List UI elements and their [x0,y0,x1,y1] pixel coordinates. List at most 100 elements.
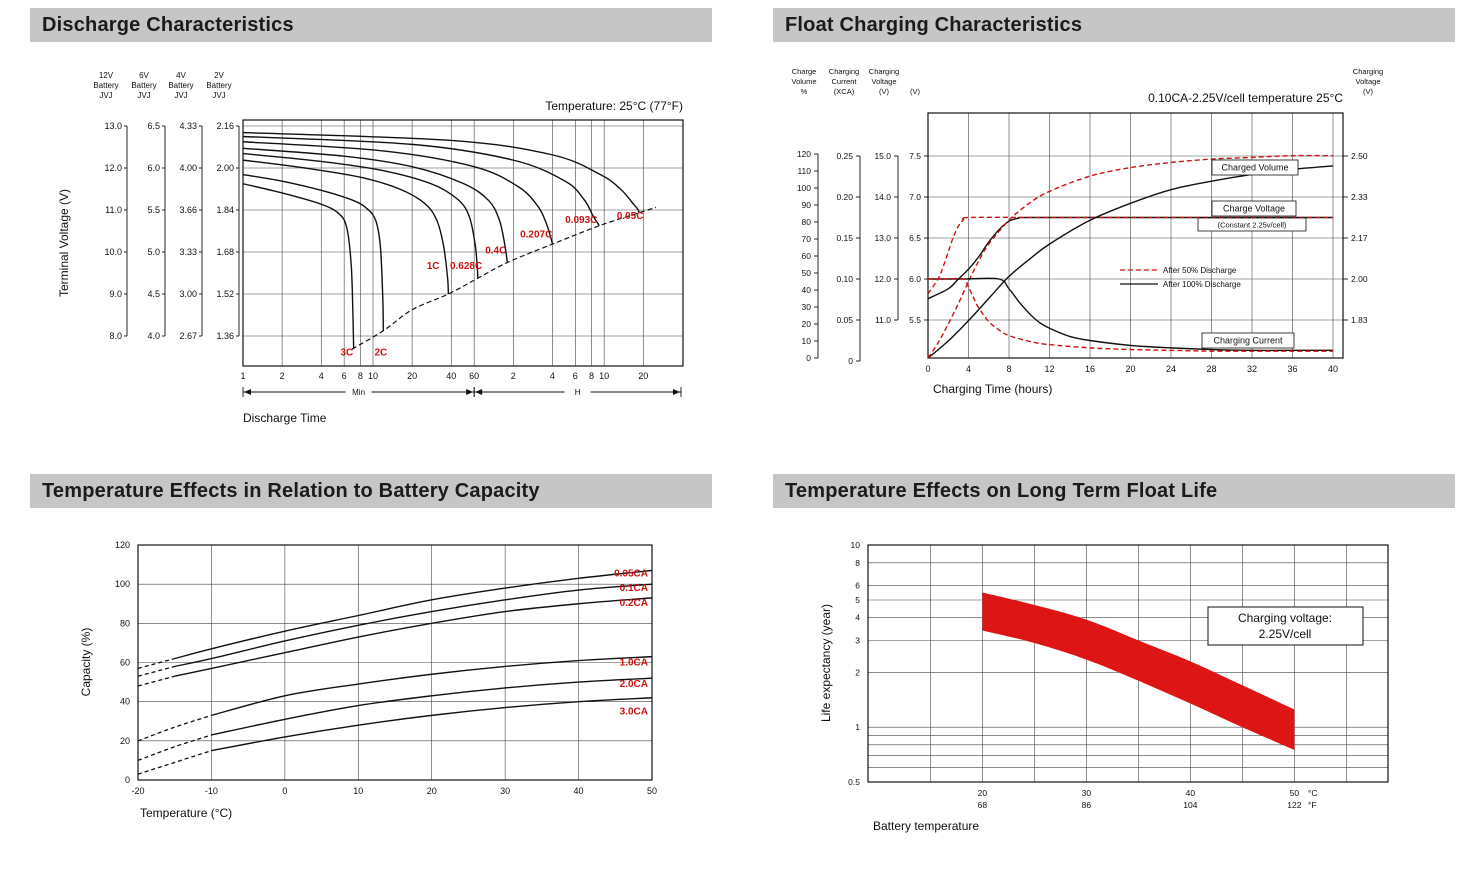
svg-text:4.0: 4.0 [147,331,160,341]
svg-text:1: 1 [240,371,245,381]
svg-text:1: 1 [855,722,860,732]
svg-text:1.84: 1.84 [216,205,234,215]
svg-text:0.20: 0.20 [836,192,853,202]
svg-text:3.33: 3.33 [179,247,197,257]
svg-text:7.5: 7.5 [909,151,921,161]
svg-text:Charging: Charging [1353,67,1383,76]
svg-text:12V: 12V [99,71,114,80]
svg-text:3C: 3C [341,348,354,359]
svg-text:24: 24 [1166,364,1176,374]
svg-text:2.00: 2.00 [1351,274,1368,284]
plot-grid [137,544,653,781]
svg-text:Battery: Battery [206,81,231,90]
svg-text:2V: 2V [214,71,224,80]
svg-text:0.628C: 0.628C [450,261,482,272]
svg-text:1.52: 1.52 [216,289,234,299]
axes-labels: 1 2 4 6 8 10 20 40 60 2 4 6 8 10 2012VBatteryJVJ13.012… [57,71,683,425]
svg-text:8: 8 [589,371,594,381]
svg-text:10.0: 10.0 [104,247,122,257]
svg-text:Battery temperature: Battery temperature [873,819,979,833]
svg-text:Charging Time (hours): Charging Time (hours) [933,382,1052,396]
svg-text:10: 10 [802,336,812,346]
svg-text:30: 30 [802,302,812,312]
svg-text:2.33: 2.33 [1351,192,1368,202]
svg-text:8: 8 [855,558,860,568]
svg-text:5: 5 [855,595,860,605]
svg-text:10: 10 [368,371,378,381]
svg-text:Terminal Voltage (V): Terminal Voltage (V) [57,189,71,297]
svg-text:14.0: 14.0 [874,192,891,202]
section-title-float-life: Temperature Effects on Long Term Float L… [773,474,1455,508]
svg-text:3.0CA: 3.0CA [620,706,648,717]
svg-text:Voltage: Voltage [871,77,896,86]
svg-text:4: 4 [319,371,324,381]
svg-text:Charge: Charge [792,67,817,76]
temp-capacity-chart: -20 -10 0 10 20 30 40 50 0 20 40 60 80 100 120 Capacity… [79,540,657,820]
svg-text:Charging: Charging [829,67,859,76]
svg-text:0.1CA: 0.1CA [620,583,648,594]
svg-text:Charging Current: Charging Current [1213,336,1283,346]
svg-text:8: 8 [1006,364,1011,374]
svg-text:4: 4 [966,364,971,374]
svg-text:Temperature: 25°C (77°F): Temperature: 25°C (77°F) [545,99,683,113]
svg-text:20: 20 [638,371,648,381]
svg-text:Battery: Battery [131,81,156,90]
svg-text:60: 60 [120,658,130,668]
svg-text:-20: -20 [131,786,144,796]
svg-text:10: 10 [599,371,609,381]
svg-text:-10: -10 [205,786,218,796]
axes-labels: -20 -10 0 10 20 30 40 50 0 20 40 60 80 100 120 Capacity… [79,540,657,820]
svg-text:6: 6 [342,371,347,381]
axes-labels: 0 4 8 12 16 20 24 28 32 36 40 Charging Time (hours)… [791,67,1383,396]
svg-text:13.0: 13.0 [874,233,891,243]
discharge-curves [242,131,657,350]
svg-text:0.15: 0.15 [836,233,853,243]
annotation-box: Charging voltage: 2.25V/cell [1207,606,1364,646]
svg-text:104: 104 [1183,800,1197,810]
svg-text:4.33: 4.33 [179,121,197,131]
svg-text:Charged Volume: Charged Volume [1221,163,1288,173]
svg-text:0: 0 [848,356,853,366]
svg-text:0: 0 [125,775,130,785]
life-band [982,592,1295,750]
svg-text:1C: 1C [427,261,440,272]
svg-text:68: 68 [978,800,988,810]
svg-text:90: 90 [802,200,812,210]
svg-text:°F: °F [1308,800,1317,810]
float-charging-chart: 0 4 8 12 16 20 24 28 32 36 40 Charging Time (hours)… [791,67,1383,396]
svg-text:4: 4 [550,371,555,381]
svg-text:50: 50 [1290,788,1300,798]
svg-text:Charging voltage:: Charging voltage: [1238,611,1332,625]
svg-text:After 50% Discharge: After 50% Discharge [1163,266,1237,275]
svg-text:0.093C: 0.093C [565,215,597,226]
svg-text:5.5: 5.5 [909,315,921,325]
svg-text:Life expectancy (year): Life expectancy (year) [819,604,833,722]
section-title-float-charging: Float Charging Characteristics [773,8,1455,42]
svg-text:0.2CA: 0.2CA [620,598,648,609]
svg-text:°C: °C [1308,788,1318,798]
svg-text:6V: 6V [139,71,149,80]
svg-text:0: 0 [806,353,811,363]
svg-text:2: 2 [280,371,285,381]
time-unit-arrows: Min H [242,386,682,398]
svg-text:20: 20 [802,319,812,329]
svg-text:7.0: 7.0 [909,192,921,202]
svg-text:2: 2 [511,371,516,381]
svg-text:16: 16 [1085,364,1095,374]
svg-text:0.05CA: 0.05CA [614,568,648,579]
svg-text:10: 10 [353,786,363,796]
svg-text:2C: 2C [374,348,387,359]
svg-text:6.0: 6.0 [909,274,921,284]
plot-grid [242,119,684,367]
svg-text:20: 20 [978,788,988,798]
plot-grid [927,112,1344,359]
svg-text:110: 110 [797,166,811,176]
svg-text:20: 20 [1125,364,1135,374]
svg-text:4: 4 [855,613,860,623]
svg-text:8: 8 [358,371,363,381]
svg-text:Charging: Charging [869,67,899,76]
svg-text:Capacity (%): Capacity (%) [79,628,93,697]
svg-text:15.0: 15.0 [874,151,891,161]
svg-text:Current: Current [831,77,857,86]
